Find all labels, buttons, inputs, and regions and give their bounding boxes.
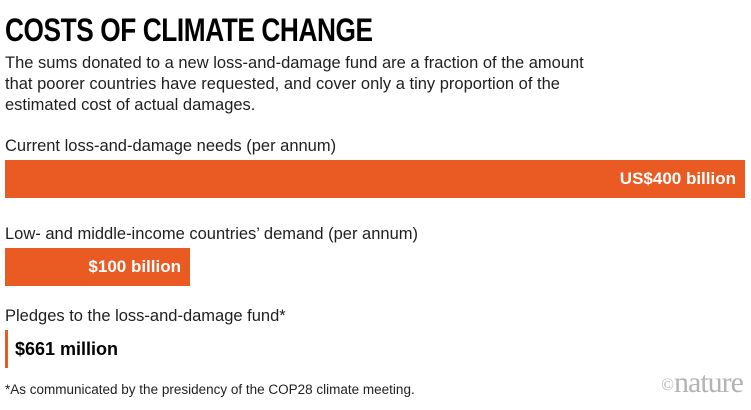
bar-value-label: US$400 billion xyxy=(619,169,736,188)
footnote: *As communicated by the presidency of th… xyxy=(5,382,415,397)
bar-row-pledges: Pledges to the loss-and-damage fund* $66… xyxy=(5,307,745,368)
bar-track: $661 million xyxy=(5,330,745,368)
copyright-icon: © xyxy=(661,375,675,394)
chart-subtitle: The sums donated to a new loss-and-damag… xyxy=(5,53,745,116)
subtitle-line: that poorer countries have requested, an… xyxy=(5,75,560,93)
bar-track: $100 billion xyxy=(5,248,745,286)
subtitle-line: The sums donated to a new loss-and-damag… xyxy=(5,54,584,72)
nature-logo: ©nature xyxy=(661,368,744,398)
chart-title: COSTS OF CLIMATE CHANGE xyxy=(5,12,373,48)
bar-track: US$400 billion xyxy=(5,160,745,198)
subtitle-line: estimated cost of actual damages. xyxy=(5,96,256,114)
bar-row-demand: Low- and middle-income countries’ demand… xyxy=(5,225,745,286)
bar-needs: US$400 billion xyxy=(5,160,745,198)
bar-value-label: $661 million xyxy=(15,338,119,359)
nature-logo-text: nature xyxy=(674,366,744,399)
bar-category-label: Current loss-and-damage needs (per annum… xyxy=(5,137,337,155)
bar-demand: $100 billion xyxy=(5,248,190,286)
chart-footer: *As communicated by the presidency of th… xyxy=(5,368,744,398)
bar-category-label: Pledges to the loss-and-damage fund* xyxy=(5,307,286,325)
bar-value-label: $100 billion xyxy=(88,257,181,276)
bar-category-label: Low- and middle-income countries’ demand… xyxy=(5,225,419,243)
bar-pledges xyxy=(5,330,8,368)
bar-row-needs: Current loss-and-damage needs (per annum… xyxy=(5,137,745,198)
